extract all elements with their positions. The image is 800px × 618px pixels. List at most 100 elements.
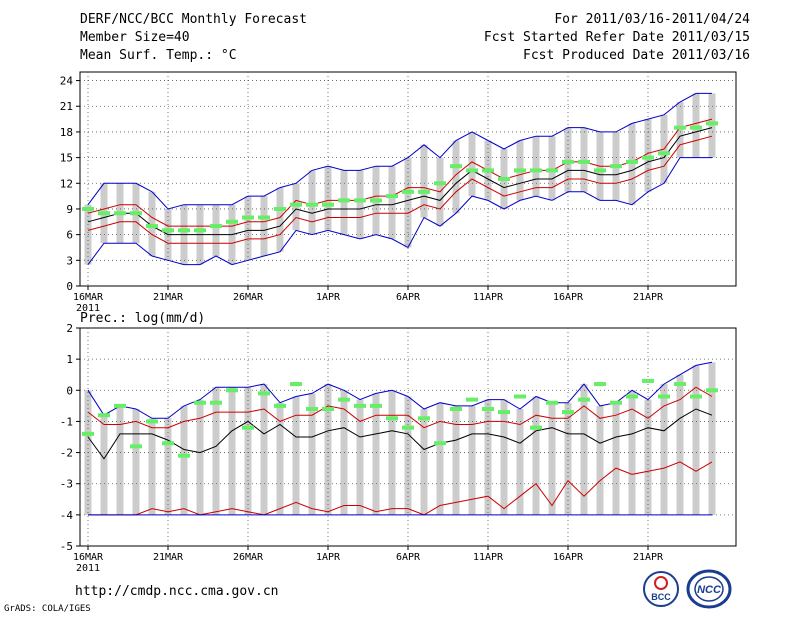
temp-y-tick-label: 12 — [60, 177, 73, 190]
prec-mean-line — [87, 408, 713, 460]
temp-spread-box — [692, 93, 700, 158]
prec-spread-box — [116, 405, 124, 515]
temp-obs-mark — [674, 125, 686, 130]
prec-spread-box — [532, 396, 540, 515]
temp-obs-mark — [482, 168, 494, 173]
temp-year-label: 2011 — [76, 303, 100, 314]
prec-y-tick-label: -4 — [60, 509, 74, 522]
temp-p80-line — [87, 135, 713, 244]
ncc-logo: NCC — [686, 569, 732, 609]
bcc-logo: BCC — [643, 571, 679, 607]
temp-obs-mark — [290, 202, 302, 207]
prec-obs-mark — [370, 403, 382, 408]
temp-x-tick-label: 11APR — [473, 292, 504, 303]
prec-spread-box — [500, 399, 508, 515]
prec-obs-mark — [114, 403, 126, 408]
prec-year-label: 2011 — [76, 563, 100, 574]
prec-spread-box — [164, 418, 172, 515]
temp-obs-mark — [146, 224, 158, 229]
prec-panel: -5 -4 -3 -2 -1 0 1 2 16MAR 21MAR 26MAR 1APR 6APR 11AP… — [60, 311, 737, 574]
prec-spread-box — [660, 384, 668, 515]
temp-obs-mark — [418, 189, 430, 194]
prec-spread-box — [468, 405, 476, 515]
temp-spread-box — [548, 136, 556, 201]
prec-y-tick-label: 2 — [66, 322, 73, 335]
prec-spread-box — [308, 393, 316, 515]
prec-obs-mark — [562, 410, 574, 415]
temp-obs-mark — [162, 228, 174, 233]
temp-x-tick-label: 16APR — [553, 292, 584, 303]
prec-y-tick-label: 1 — [66, 353, 73, 366]
prec-y-tick-label: -3 — [60, 478, 73, 491]
temp-x-tick-label: 6APR — [396, 292, 421, 303]
temp-spread-box — [644, 119, 652, 192]
temp-x-tick-label: 26MAR — [233, 292, 264, 303]
prec-y-tick-label: -1 — [60, 415, 73, 428]
prec-spread-box — [196, 399, 204, 515]
prec-obs-mark — [450, 406, 462, 411]
prec-obs-mark — [610, 400, 622, 405]
temp-spread-box — [292, 183, 300, 231]
prec-obs-mark — [482, 406, 494, 411]
prec-x-tick-label: 21MAR — [153, 552, 184, 563]
prec-obs-mark — [82, 431, 94, 436]
prec-spread-box — [100, 415, 108, 515]
prec-spread-box — [276, 402, 284, 515]
temp-spread-box — [148, 191, 156, 257]
prec-spread-box — [372, 393, 380, 515]
prec-panel-title: Prec.: log(mm/d) — [80, 311, 205, 326]
prec-obs-mark — [642, 378, 654, 383]
prec-spread-box — [548, 402, 556, 515]
refer-date: Fcst Started Refer Date 2011/03/15 — [483, 30, 750, 45]
prec-spread-box — [404, 396, 412, 515]
temp-spread-box — [468, 131, 476, 197]
temp-obs-mark — [466, 168, 478, 173]
temp-obs-mark — [514, 168, 526, 173]
temp-y-tick-label: 3 — [66, 254, 73, 267]
temp-obs-mark — [82, 206, 94, 211]
source-url[interactable]: http://cmdp.ncc.cma.gov.cn — [75, 584, 279, 599]
temp-spread-box — [452, 140, 460, 214]
temp-spread-box — [308, 170, 316, 235]
produced-date: Fcst Produced Date 2011/03/16 — [523, 48, 750, 63]
prec-obs-mark — [706, 388, 718, 393]
temp-obs-mark — [610, 164, 622, 169]
prec-spread-box — [644, 399, 652, 515]
prec-spread-box — [612, 402, 620, 515]
prec-obs-mark — [274, 403, 286, 408]
prec-obs-mark — [194, 400, 206, 405]
temp-obs-mark — [370, 198, 382, 203]
software-credit: GrADS: COLA/IGES — [4, 604, 91, 614]
prec-x-tick-label: 16APR — [553, 552, 584, 563]
prec-obs-mark — [98, 413, 110, 418]
prec-spread-box — [324, 384, 332, 515]
temp-mean-line — [87, 127, 713, 236]
temp-obs-mark — [210, 224, 222, 229]
prec-obs-mark — [290, 382, 302, 387]
temp-obs-mark — [498, 177, 510, 181]
prec-x-tick-label: 1APR — [316, 552, 341, 563]
temp-spread-box — [388, 166, 396, 239]
temp-y-tick-label: 24 — [60, 75, 74, 88]
variable-label: Mean Surf. Temp.: °C — [80, 48, 237, 63]
prec-obs-mark — [626, 394, 638, 399]
prec-spread-box — [420, 408, 428, 515]
prec-max-line — [87, 361, 713, 419]
temp-x-tick-label: 21MAR — [153, 292, 184, 303]
prec-spread-box — [484, 399, 492, 515]
prec-spread-box — [580, 384, 588, 515]
prec-obs-mark — [130, 444, 142, 449]
prec-obs-mark — [306, 406, 318, 411]
prec-obs-mark — [146, 419, 158, 424]
prec-obs-mark — [530, 425, 542, 430]
prec-obs-mark — [338, 397, 350, 402]
temp-obs-mark — [274, 206, 286, 211]
temp-panel: 0 3 6 9 12 15 18 21 24 16MAR 21MAR 26MAR 1APR 6APR 11A… — [60, 71, 737, 314]
temp-obs-mark — [354, 198, 366, 203]
prec-spread-box — [436, 402, 444, 515]
prec-x-tick-label: 6APR — [396, 552, 421, 563]
temp-obs-mark — [98, 211, 110, 216]
temp-y-tick-label: 18 — [60, 126, 73, 139]
prec-spread-box — [228, 387, 236, 515]
prec-spread-box — [132, 408, 140, 515]
